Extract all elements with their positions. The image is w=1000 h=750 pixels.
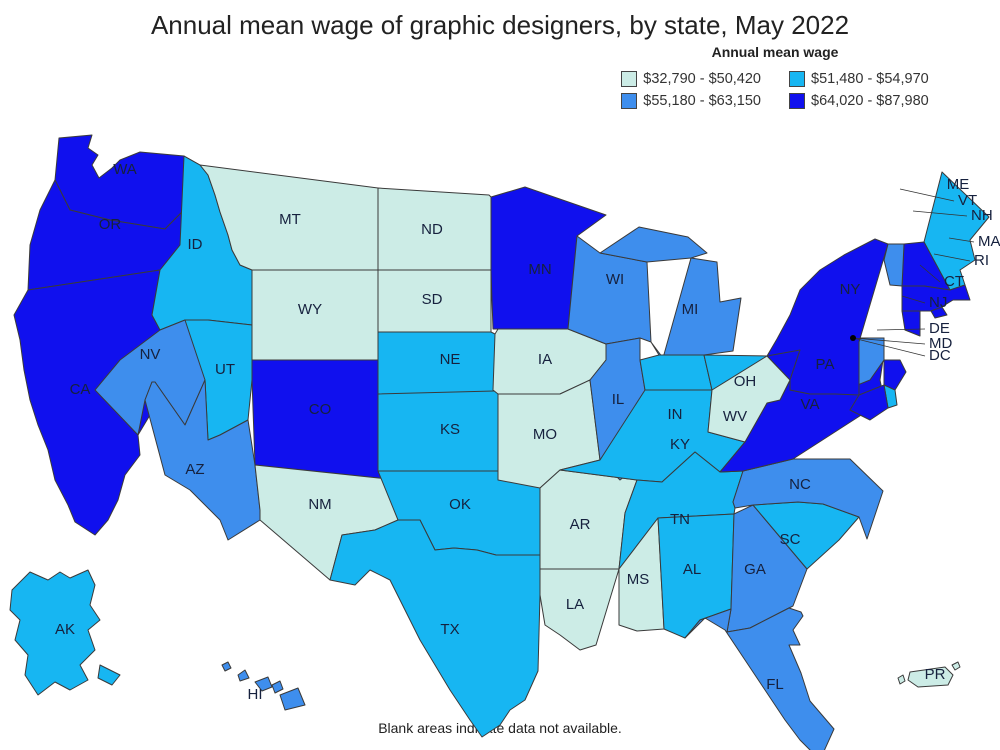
svg-text:OH: OH [734,373,757,390]
svg-text:SD: SD [422,291,443,308]
svg-text:OR: OR [99,216,122,233]
svg-text:NY: NY [840,281,861,298]
svg-text:DC: DC [929,347,951,364]
svg-text:ID: ID [188,236,203,253]
svg-text:NV: NV [140,346,161,363]
svg-text:MS: MS [627,571,650,588]
svg-text:UT: UT [215,361,235,378]
svg-text:NM: NM [308,496,331,513]
svg-text:CA: CA [70,381,91,398]
svg-text:WV: WV [723,408,747,425]
svg-text:AZ: AZ [185,461,204,478]
svg-text:KS: KS [440,421,460,438]
svg-text:RI: RI [974,252,989,269]
svg-text:MN: MN [528,261,551,278]
svg-text:IN: IN [668,406,683,423]
svg-text:NH: NH [971,207,993,224]
svg-text:NC: NC [789,476,811,493]
svg-text:MT: MT [279,211,301,228]
svg-text:ND: ND [421,221,443,238]
svg-text:SC: SC [780,531,801,548]
svg-text:AR: AR [570,516,591,533]
svg-text:KY: KY [670,436,690,453]
svg-text:WY: WY [298,301,322,318]
svg-text:MI: MI [682,301,699,318]
svg-text:AK: AK [55,621,75,638]
svg-text:IA: IA [538,351,552,368]
svg-text:TX: TX [440,621,459,638]
svg-text:OK: OK [449,496,471,513]
svg-text:VA: VA [801,396,820,413]
svg-text:NJ: NJ [929,294,947,311]
svg-text:NE: NE [440,351,461,368]
svg-text:PR: PR [925,666,946,683]
svg-text:TN: TN [670,511,690,528]
svg-text:MA: MA [978,233,1000,250]
svg-text:FL: FL [766,676,784,693]
svg-text:ME: ME [947,176,970,193]
svg-text:IL: IL [612,391,625,408]
svg-text:WI: WI [606,271,624,288]
svg-text:AL: AL [683,561,701,578]
svg-text:GA: GA [744,561,766,578]
svg-text:HI: HI [248,686,263,703]
svg-text:WA: WA [113,161,137,178]
svg-text:LA: LA [566,596,584,613]
svg-text:CO: CO [309,401,332,418]
svg-text:PA: PA [816,356,835,373]
svg-text:CT: CT [944,273,964,290]
svg-text:MO: MO [533,426,557,443]
